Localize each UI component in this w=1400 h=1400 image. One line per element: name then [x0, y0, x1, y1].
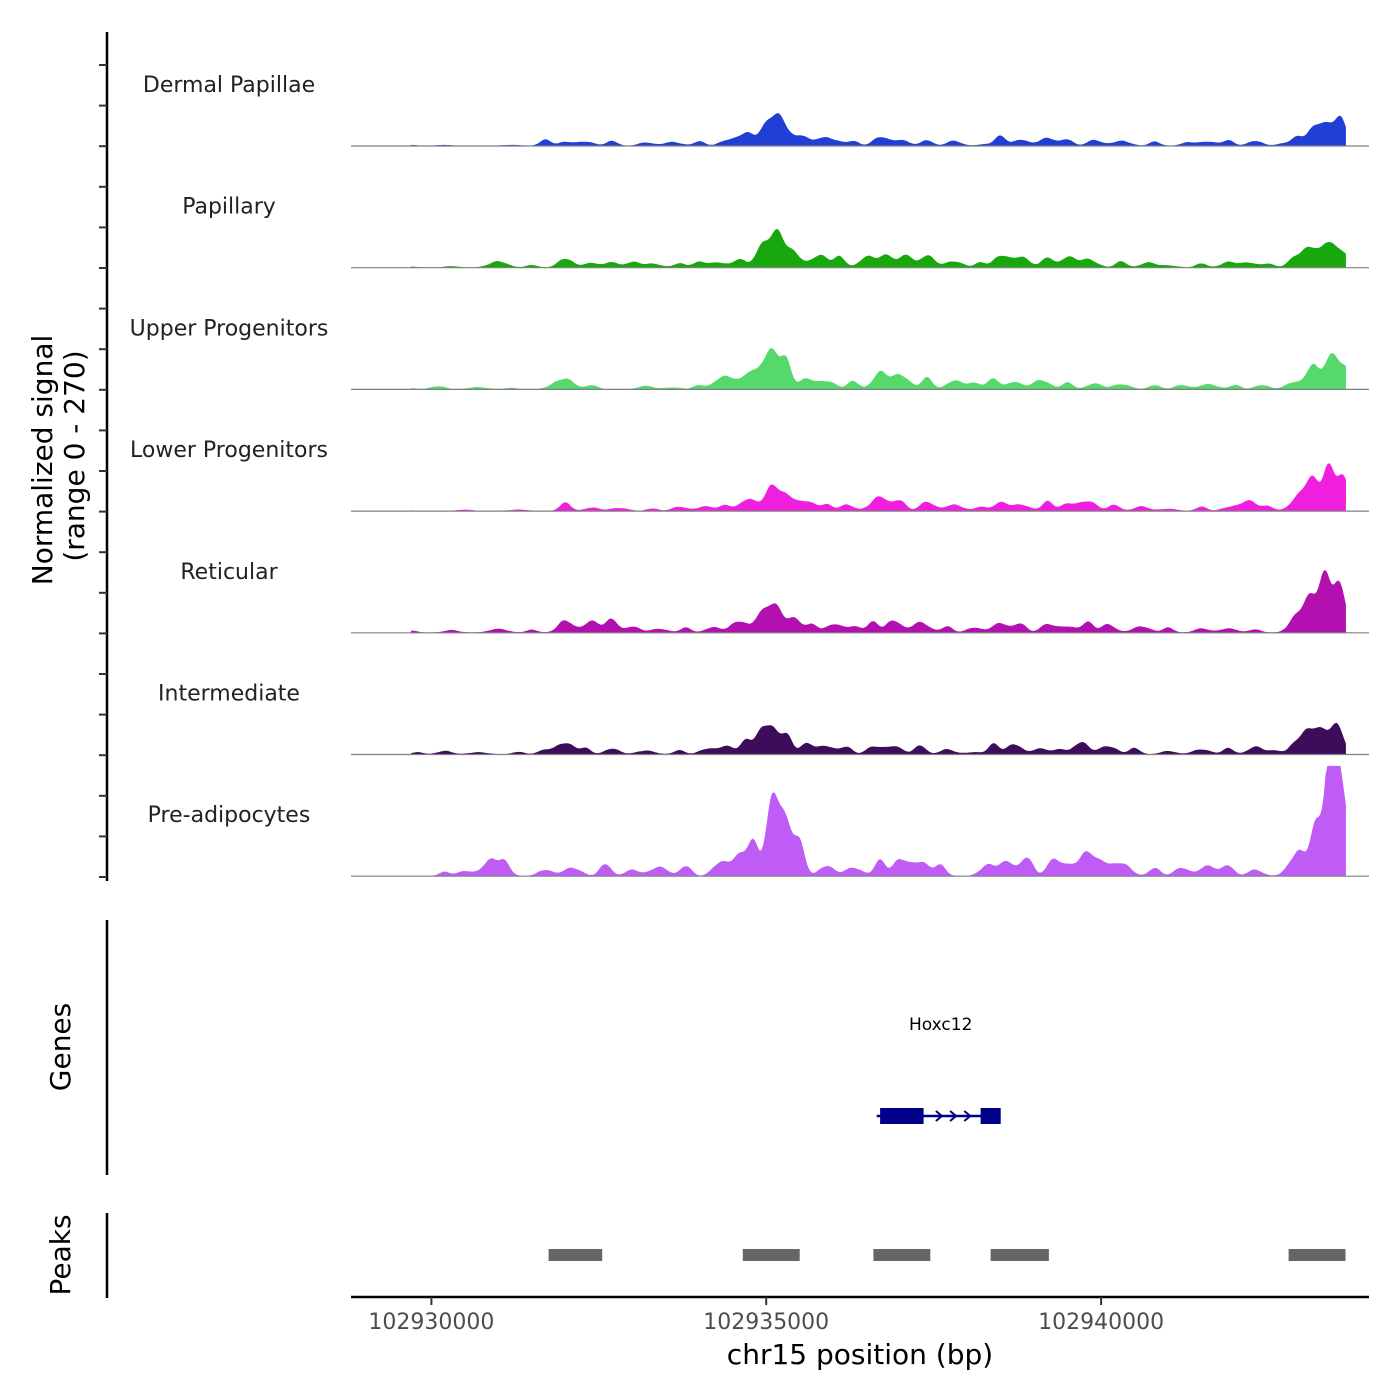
peak-region	[990, 1249, 1049, 1261]
coverage-tracks: Dermal Papillae Papillary Upper Progenitor…	[130, 73, 1369, 877]
x-tick-label: 102930000	[368, 1310, 494, 1335]
coverage-track: Upper Progenitors	[130, 316, 1369, 390]
track-label: Dermal Papillae	[143, 73, 315, 98]
strand-arrow	[963, 1110, 972, 1122]
track-label: Lower Progenitors	[130, 438, 328, 463]
peak-region	[548, 1249, 603, 1261]
strand-arrow	[949, 1110, 958, 1122]
signal-y-axis-range: (range 0 - 270)	[58, 350, 91, 561]
coverage-area	[411, 463, 1346, 512]
x-axis-title: chr15 position (bp)	[727, 1338, 993, 1371]
peak-region	[742, 1249, 800, 1261]
track-label: Upper Progenitors	[130, 316, 329, 341]
track-label: Pre-adipocytes	[148, 803, 311, 828]
coverage-area	[411, 348, 1346, 390]
strand-arrow	[935, 1110, 944, 1122]
peak-regions	[548, 1249, 1346, 1261]
gene-exon	[880, 1108, 924, 1124]
track-label: Intermediate	[158, 682, 300, 707]
coverage-area	[411, 229, 1346, 268]
coverage-area	[411, 112, 1346, 147]
signal-y-axis-title: Normalized signal	[26, 335, 59, 586]
gene-annotation: Hoxc12	[876, 1015, 1001, 1124]
coverage-track: Lower Progenitors	[130, 438, 1369, 512]
x-tick-label: 102935000	[703, 1310, 829, 1335]
genes-panel-label: Genes	[44, 1003, 77, 1091]
coverage-track: Reticular	[180, 560, 1369, 634]
peak-region	[873, 1249, 931, 1261]
track-label: Papillary	[182, 195, 276, 220]
x-tick-label: 102940000	[1038, 1310, 1164, 1335]
coverage-area	[411, 765, 1346, 877]
coverage-track: Dermal Papillae	[143, 73, 1369, 147]
coverage-track: Intermediate	[158, 682, 1369, 756]
gene-exon	[980, 1108, 1001, 1124]
track-label: Reticular	[180, 560, 278, 585]
coverage-track: Pre-adipocytes	[148, 765, 1369, 877]
peak-region	[1288, 1249, 1346, 1261]
gene-label: Hoxc12	[909, 1015, 972, 1035]
peaks-panel-label: Peaks	[44, 1214, 77, 1295]
coverage-area	[411, 570, 1346, 634]
coverage-track: Papillary	[182, 195, 1369, 269]
x-axis-ticks: 102930000 102935000 102940000	[368, 1297, 1164, 1335]
coverage-area	[411, 722, 1346, 755]
signal-y-ticks	[99, 64, 107, 878]
